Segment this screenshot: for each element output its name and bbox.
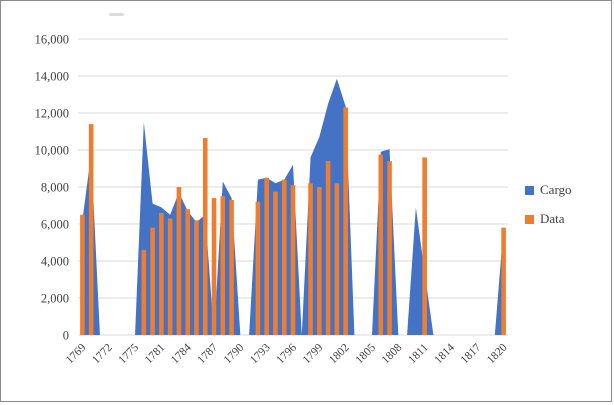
svg-text:4,000: 4,000 [41,255,69,269]
legend-item-data: Data [525,211,572,227]
svg-text:1802: 1802 [327,341,352,366]
svg-text:1796: 1796 [274,341,299,366]
svg-text:1787: 1787 [195,341,220,366]
svg-text:1814: 1814 [432,341,457,366]
svg-text:10,000: 10,000 [35,144,69,158]
svg-text:1817: 1817 [459,341,484,366]
svg-text:1793: 1793 [248,341,273,366]
svg-text:0: 0 [63,329,69,343]
svg-text:1781: 1781 [143,341,168,366]
svg-text:1784: 1784 [169,341,194,366]
svg-text:2,000: 2,000 [41,292,69,306]
svg-text:1820: 1820 [485,341,510,366]
legend-label-data: Data [540,211,565,226]
svg-text:1790: 1790 [222,341,247,366]
data-series-swatch-icon [525,214,534,224]
svg-text:8,000: 8,000 [41,181,69,195]
svg-text:1811: 1811 [406,341,431,366]
svg-text:1805: 1805 [353,341,378,366]
svg-text:16,000: 16,000 [35,33,69,47]
svg-text:1769: 1769 [64,341,89,366]
legend-label-cargo: Cargo [540,182,572,197]
svg-text:6,000: 6,000 [41,218,69,232]
svg-text:1775: 1775 [116,341,141,366]
legend: Cargo Data [525,182,572,240]
svg-text:1799: 1799 [301,341,326,366]
legend-item-cargo: Cargo [525,182,572,198]
svg-text:14,000: 14,000 [35,70,69,84]
svg-text:1808: 1808 [380,341,405,366]
svg-text:12,000: 12,000 [35,107,69,121]
svg-text:1772: 1772 [90,341,115,366]
artifact-mark [109,13,124,16]
cargo-series-swatch-icon [525,185,534,195]
